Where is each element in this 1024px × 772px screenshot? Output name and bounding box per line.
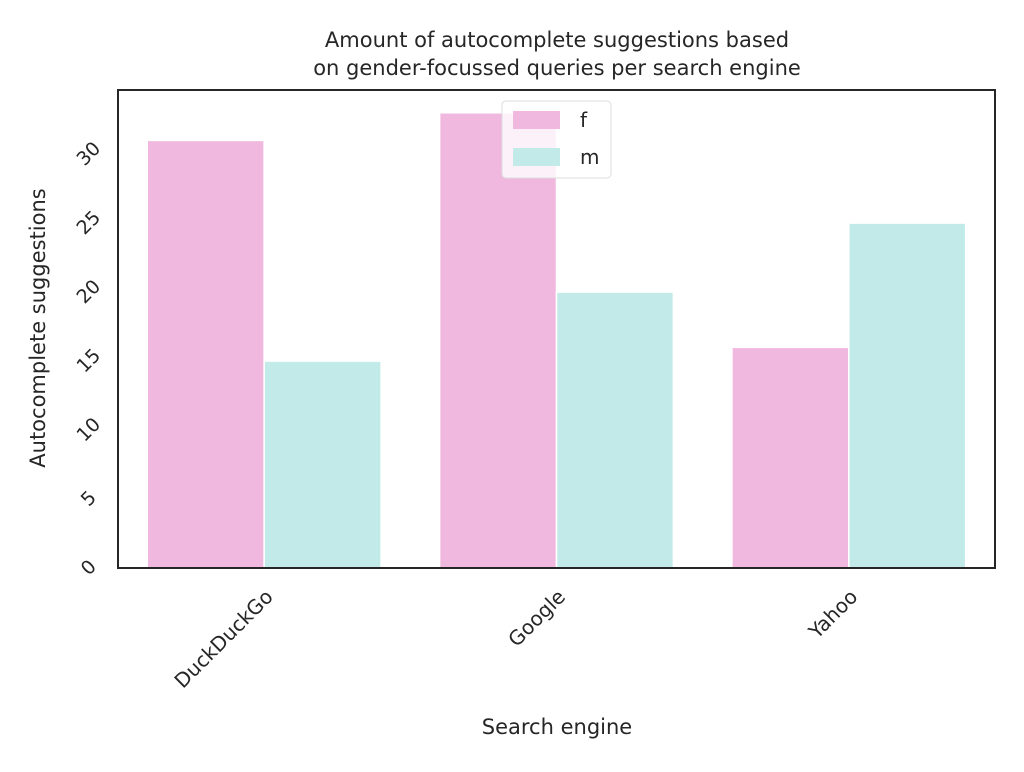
- bar-f-google: [438, 112, 558, 569]
- plot-area-frame: [117, 89, 996, 569]
- y-tick-label: 15: [72, 345, 105, 378]
- legend: fm: [501, 100, 612, 179]
- y-tick-label: 5: [77, 487, 101, 511]
- y-tick-label: 25: [72, 207, 105, 240]
- y-tick-label: 0: [77, 556, 101, 580]
- legend-swatch-m: [513, 148, 560, 166]
- bar-m-duckduckgo: [263, 360, 382, 569]
- y-tick-label: 10: [72, 413, 105, 446]
- chart-title-line-2: on gender-focussed queries per search en…: [313, 56, 801, 80]
- x-tick-label: Google: [503, 585, 570, 652]
- y-axis-label: Autocomplete suggestions: [26, 188, 50, 467]
- x-ticks: DuckDuckGo Google Yahoo: [169, 585, 862, 693]
- legend-label-m: m: [580, 145, 599, 169]
- legend-swatch-f: [513, 111, 560, 129]
- bar-f-duckduckgo: [146, 139, 265, 569]
- y-tick-label: 20: [72, 276, 105, 309]
- x-tick-label: Yahoo: [803, 585, 862, 644]
- chart-title-line-1: Amount of autocomplete suggestions based: [325, 28, 789, 52]
- legend-label-f: f: [580, 108, 588, 132]
- x-tick-label: DuckDuckGo: [169, 585, 277, 693]
- y-ticks: 0 5 10 15 20 25 30: [72, 138, 105, 580]
- bar-m-yahoo: [848, 222, 967, 569]
- y-tick-label: 30: [72, 138, 105, 171]
- bar-f-yahoo: [731, 346, 850, 569]
- bar-m-google: [555, 291, 675, 569]
- bars-layer: [146, 112, 967, 569]
- x-axis-label: Search engine: [482, 715, 632, 739]
